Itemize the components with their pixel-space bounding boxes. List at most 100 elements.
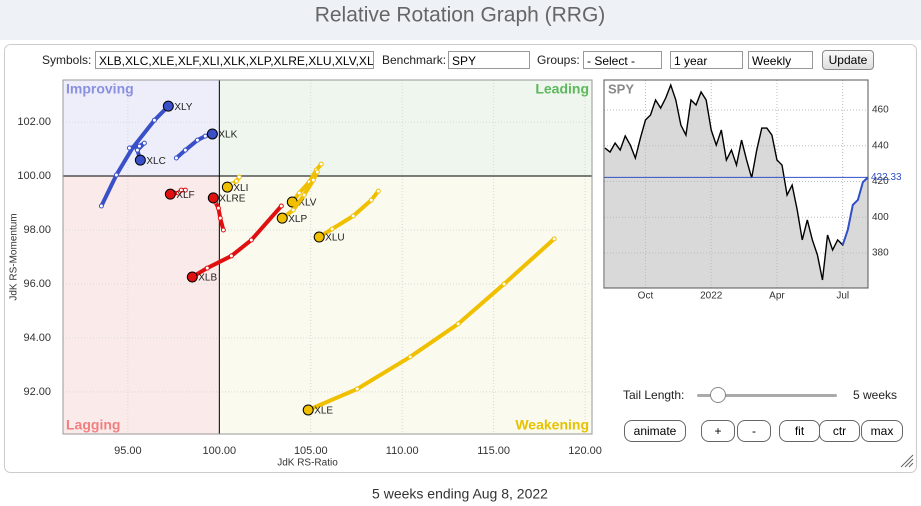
tail-point: [551, 236, 557, 242]
tail-point: [217, 215, 223, 221]
y-tick-label: 400: [872, 212, 889, 223]
tail-point: [173, 155, 179, 161]
tail-line: [306, 236, 557, 412]
groups-select[interactable]: - Select -: [583, 51, 662, 69]
groups-label: Groups:: [537, 53, 580, 67]
tail-point: [215, 205, 221, 211]
tail-point: [220, 227, 226, 233]
tail-button[interactable]: max: [861, 420, 903, 442]
y-tick-label: 92.00: [23, 386, 51, 398]
tail-point: [113, 172, 119, 178]
tail-point: [233, 178, 239, 184]
head-point: [302, 404, 314, 416]
tail-point: [202, 133, 208, 139]
y-tick-label: 420: [872, 176, 889, 187]
plot-frame: [603, 79, 869, 289]
tail-point: [455, 321, 461, 327]
series-label: XLK: [218, 130, 237, 141]
tail-point: [151, 117, 157, 123]
y-tick-label: 100.00: [17, 170, 51, 182]
head-point: [207, 192, 219, 204]
head-point: [276, 212, 288, 224]
x-tick-label: 105.00: [294, 445, 328, 457]
quadrant-label: Leading: [535, 81, 589, 97]
tail-point: [296, 190, 302, 196]
tail-point: [301, 192, 307, 198]
x-tick-label: 100.00: [203, 445, 237, 457]
head-point: [313, 231, 325, 243]
tail-point: [178, 187, 184, 193]
tail-point: [194, 137, 200, 143]
tail-point: [98, 203, 104, 209]
tail-point: [368, 197, 374, 203]
series-label: XLP: [288, 214, 307, 225]
series-label: XLRE: [219, 194, 245, 205]
y-tick-label: 102.00: [17, 116, 51, 128]
x-tick-label: 115.00: [477, 445, 510, 457]
head-point: [186, 271, 198, 283]
quadrant-label: Lagging: [66, 417, 120, 433]
tail-point: [228, 253, 234, 259]
tail-button[interactable]: ctr: [819, 420, 860, 442]
tail-point: [136, 143, 142, 149]
recent-line: [841, 176, 869, 246]
series-label: XLF: [176, 190, 194, 201]
y-tick-label: 380: [872, 248, 889, 259]
series-label: XLC: [146, 156, 165, 167]
y-tick-label: 96.00: [23, 278, 51, 290]
resize-grip: [900, 454, 914, 468]
x-tick-label: Apr: [769, 291, 785, 302]
plot-frame: [62, 79, 593, 435]
tail-slider[interactable]: [697, 394, 837, 397]
quadrant-label: Weakening: [515, 417, 589, 433]
quadrant: [63, 176, 220, 434]
frequency-select[interactable]: Weekly: [748, 51, 813, 69]
update-button[interactable]: Update: [822, 50, 874, 70]
series-label: XLI: [233, 183, 248, 194]
tail-point: [314, 169, 320, 175]
tail-point: [318, 161, 324, 167]
tail-button[interactable]: -: [737, 420, 771, 442]
footer: 5 weeks ending Aug 8, 2022: [372, 486, 548, 502]
head-point: [162, 100, 174, 112]
quadrant-label: Improving: [66, 81, 134, 97]
tail-point: [407, 354, 413, 360]
tail-point: [126, 145, 132, 151]
tail-point: [236, 174, 242, 180]
head-point: [164, 188, 176, 200]
x-tick-label: 2022: [700, 291, 723, 302]
area-fill: [605, 85, 868, 288]
x-tick-label: 95.00: [114, 445, 142, 457]
page-title: Relative Rotation Graph (RRG): [315, 4, 606, 27]
period-select[interactable]: 1 year: [670, 51, 743, 69]
price-line: [604, 82, 869, 281]
x-axis-label: JdK RS-Ratio: [277, 458, 338, 469]
tail-point: [290, 207, 296, 213]
series-label: XLY: [174, 102, 192, 113]
tail-point: [375, 188, 381, 194]
head-point: [206, 128, 218, 140]
tail-button[interactable]: +: [701, 420, 735, 442]
tail-point: [350, 213, 356, 219]
tail-point: [278, 203, 284, 209]
x-tick-label: Oct: [638, 291, 654, 302]
tail-point: [329, 226, 335, 232]
benchmark-input[interactable]: SPY: [448, 51, 530, 69]
tail-point: [248, 237, 254, 243]
y-tick-label: 98.00: [23, 224, 51, 236]
symbols-input[interactable]: XLB,XLC,XLE,XLF,XLI,XLK,XLP,XLRE,XLU,XLV…: [95, 51, 374, 69]
tail-value: 5 weeks: [853, 388, 898, 402]
x-tick-label: 110.00: [386, 445, 419, 457]
tail-button[interactable]: animate: [624, 420, 686, 442]
x-tick-label: 120.00: [568, 445, 602, 457]
tail-button[interactable]: fit: [779, 420, 820, 442]
symbols-label: Symbols:: [42, 53, 92, 67]
tail-point: [204, 265, 210, 271]
series-label: XLV: [298, 198, 316, 209]
head-point: [134, 154, 146, 166]
tail-point: [501, 281, 507, 287]
slider-handle[interactable]: [710, 387, 726, 403]
series-label: XLB: [198, 273, 217, 284]
tail-point: [354, 386, 360, 392]
